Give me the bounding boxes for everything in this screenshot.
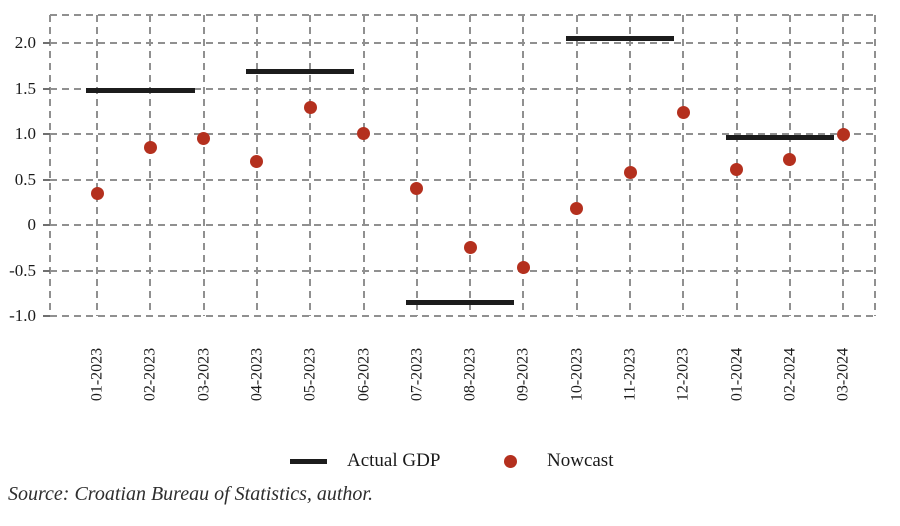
nowcast-point (143, 141, 157, 155)
y-axis-tick-label: 0 (27, 215, 37, 235)
y-tick-mark (43, 224, 50, 227)
y-tick-mark (43, 42, 50, 45)
y-gridline (50, 42, 875, 45)
actual-gdp-segment (405, 299, 515, 305)
x-axis-tick-label: 01-2024 (728, 347, 746, 402)
y-gridline (50, 133, 875, 136)
y-tick-mark (43, 315, 50, 317)
y-tick-mark (43, 133, 50, 136)
x-gridline (202, 15, 205, 316)
nowcast-point (570, 202, 584, 216)
x-axis-tick-label: 11-2023 (621, 348, 639, 401)
nowcast-point (463, 241, 477, 255)
x-axis-tick-label: 05-2023 (301, 347, 319, 402)
y-tick-mark (43, 269, 50, 272)
y-gridline (50, 178, 875, 181)
x-axis-tick-label: 10-2023 (568, 347, 586, 402)
actual-gdp-segment (245, 68, 355, 74)
actual-gdp-segment (565, 36, 675, 42)
y-axis-tick-label: -1.0 (9, 306, 36, 325)
nowcast-point (836, 127, 850, 141)
y-axis-tick-label: 2.0 (14, 33, 36, 53)
y-axis-tick-label: 1.0 (14, 124, 36, 144)
source-note: Source: Croatian Bureau of Statistics, a… (8, 483, 373, 505)
x-axis-tick-label: 02-2023 (141, 347, 159, 402)
y-gridline (50, 315, 875, 317)
x-gridline (629, 15, 631, 316)
x-gridline (309, 15, 312, 316)
y-axis-tick-label: -0.5 (9, 260, 36, 280)
y-gridline (50, 269, 875, 272)
y-gridline (50, 224, 875, 227)
actual-gdp-segment (86, 87, 195, 93)
x-gridline (96, 15, 98, 316)
plot-border-top (50, 14, 875, 16)
nowcast-point (623, 165, 637, 179)
x-axis-tick-label: 08-2023 (461, 347, 479, 402)
plot-border-left (49, 15, 51, 316)
nowcast-point (410, 182, 424, 196)
nowcast-point (357, 126, 370, 140)
x-axis-tick-label: 07-2023 (408, 347, 426, 402)
x-axis-tick-label: 03-2023 (195, 347, 213, 402)
x-gridline (415, 15, 418, 316)
nowcast-legend-marker (504, 455, 517, 468)
x-axis-tick-label: 09-2023 (514, 347, 532, 402)
y-gridline (50, 87, 875, 90)
nowcast-point (90, 186, 104, 200)
plot-border-right (874, 15, 876, 316)
nowcast-legend-label: Nowcast (547, 450, 614, 471)
x-gridline (575, 15, 578, 316)
x-gridline (522, 15, 525, 316)
x-gridline (149, 15, 152, 316)
x-axis-tick-label: 12-2023 (674, 347, 692, 402)
x-gridline (842, 15, 845, 316)
actual-gdp-segment (725, 135, 835, 141)
y-tick-mark (43, 87, 50, 90)
nowcast-point (676, 105, 690, 119)
x-gridline (469, 15, 472, 316)
x-axis-tick-label: 06-2023 (355, 347, 372, 402)
nowcast-point (783, 153, 797, 167)
x-gridline (682, 15, 685, 316)
nowcast-point (303, 101, 317, 115)
actual-gdp-legend-marker (290, 459, 327, 464)
y-axis-tick-label: 0.5 (14, 169, 36, 189)
nowcast-point (250, 154, 264, 168)
nowcast-point (516, 261, 530, 275)
y-axis-tick-label: 1.5 (14, 78, 36, 98)
x-axis-tick-label: 03-2024 (834, 347, 852, 402)
nowcast-point (197, 132, 211, 146)
x-axis-tick-label: 01-2023 (88, 347, 106, 402)
x-axis-tick-label: 02-2024 (781, 347, 799, 402)
actual-gdp-legend-label: Actual GDP (347, 450, 441, 471)
x-gridline (362, 15, 365, 316)
x-axis-tick-label: 04-2023 (248, 347, 266, 402)
y-tick-mark (43, 178, 50, 181)
nowcast-point (730, 163, 744, 177)
